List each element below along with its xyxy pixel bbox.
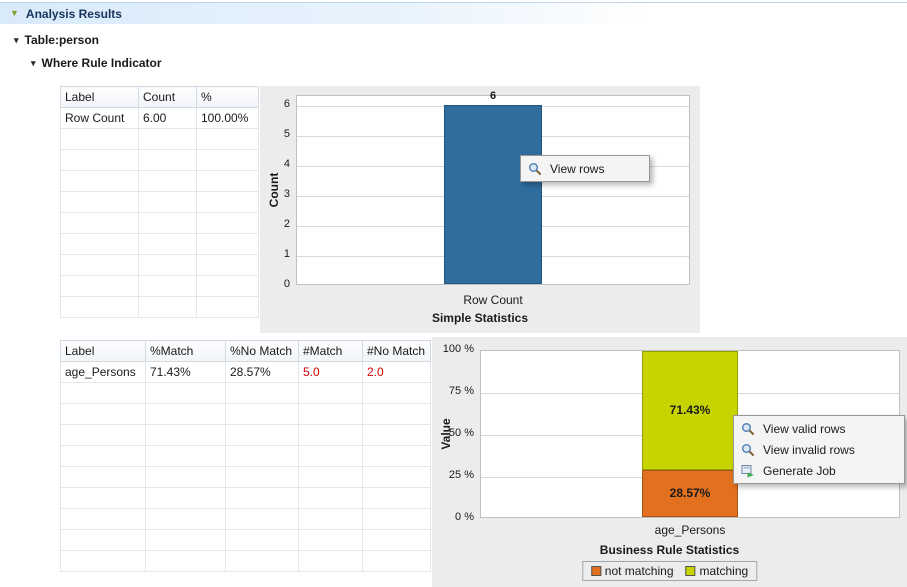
cell-count: 6.00 xyxy=(138,107,197,129)
cell-nomatch-count: 2.0 xyxy=(362,361,431,383)
table-row-empty[interactable] xyxy=(60,445,431,467)
y-tick: 75 % xyxy=(448,385,474,397)
y-tick: 2 xyxy=(283,218,290,230)
segment-label: 28.57% xyxy=(669,486,711,501)
stacked-bar: 71.43% 28.57% xyxy=(642,351,738,517)
chart-legend: not matching matching xyxy=(581,561,758,581)
menu-item-generate-job[interactable]: Generate Job xyxy=(736,460,902,481)
table-row-empty[interactable] xyxy=(60,149,259,171)
column-header-nomatch-count[interactable]: #No Match xyxy=(362,340,431,362)
y-tick: 6 xyxy=(283,98,290,110)
table-row-empty[interactable] xyxy=(60,128,259,150)
legend-label: not matching xyxy=(604,564,674,578)
simple-stats-table: Label Count % Row Count 6.00 100.00% xyxy=(60,86,259,318)
table-row-empty[interactable] xyxy=(60,382,431,404)
plot-area: 6 xyxy=(296,90,690,285)
table-header-row: Label Count % xyxy=(60,86,259,108)
legend-label: matching xyxy=(699,564,749,578)
y-tick: 50 % xyxy=(448,427,474,439)
table-row-empty[interactable] xyxy=(60,296,259,318)
generate-job-icon xyxy=(741,464,754,477)
y-tick: 5 xyxy=(283,128,290,140)
context-menu-view-rows: View rows xyxy=(520,155,650,182)
cell-label: age_Persons xyxy=(60,361,146,383)
menu-item-view-rows[interactable]: View rows xyxy=(523,158,647,179)
table-row-empty[interactable] xyxy=(60,529,431,551)
x-tick-label: age_Persons xyxy=(654,523,726,537)
section-collapse-icon[interactable]: ▼ xyxy=(10,8,19,18)
segment-not-matching[interactable]: 28.57% xyxy=(642,469,738,517)
legend-swatch xyxy=(685,566,696,576)
x-tick-label: Row Count xyxy=(463,293,523,307)
y-tick: 4 xyxy=(283,158,290,170)
business-rule-table: Label %Match %No Match #Match #No Match … xyxy=(60,340,431,572)
table-row-empty[interactable] xyxy=(60,403,431,425)
cell-label: Row Count xyxy=(60,107,139,129)
magnifier-icon xyxy=(529,162,542,175)
page-title: Analysis Results xyxy=(25,6,122,21)
segment-matching[interactable]: 71.43% xyxy=(642,351,738,470)
y-tick: 0 xyxy=(283,278,290,290)
column-header-percent[interactable]: % xyxy=(196,86,259,108)
magnifier-icon xyxy=(742,422,755,435)
column-header-count[interactable]: Count xyxy=(138,86,197,108)
column-header-match-count[interactable]: #Match xyxy=(298,340,363,362)
tree-item-label: Table:person xyxy=(24,33,99,47)
cell-match-pct: 71.43% xyxy=(145,361,226,383)
chevron-down-icon[interactable]: ▾ xyxy=(31,57,36,68)
table-row-empty[interactable] xyxy=(60,424,431,446)
magnifier-icon xyxy=(742,443,755,456)
table-row-empty[interactable] xyxy=(60,508,431,530)
menu-item-view-invalid-rows[interactable]: View invalid rows xyxy=(736,439,902,460)
table-row[interactable]: age_Persons 71.43% 28.57% 5.0 2.0 xyxy=(60,361,431,383)
table-header-row: Label %Match %No Match #Match #No Match xyxy=(60,340,431,362)
column-header-nomatch-pct[interactable]: %No Match xyxy=(225,340,299,362)
column-header-match-pct[interactable]: %Match xyxy=(145,340,226,362)
simple-statistics-chart: Count 6 5 4 3 2 1 0 6 Row Count Simple S… xyxy=(260,86,700,333)
legend-item-matching: matching xyxy=(685,564,749,578)
chart-title: Business Rule Statistics xyxy=(599,543,740,557)
context-menu-business-rule: View valid rows View invalid rows Genera… xyxy=(733,415,905,484)
cell-match-count: 5.0 xyxy=(298,361,363,383)
cell-percent: 100.00% xyxy=(196,107,259,129)
menu-item-label: View invalid rows xyxy=(763,442,855,457)
chart-title: Simple Statistics xyxy=(431,311,529,325)
y-tick: 1 xyxy=(283,248,290,260)
table-row-empty[interactable] xyxy=(60,466,431,488)
plot-area: 71.43% 28.57% xyxy=(480,350,900,518)
cell-nomatch-pct: 28.57% xyxy=(225,361,299,383)
y-tick: 25 % xyxy=(448,469,474,481)
y-tick: 3 xyxy=(283,188,290,200)
column-header-label[interactable]: Label xyxy=(60,340,146,362)
tree-item-table-person[interactable]: ▾ Table:person xyxy=(14,33,99,47)
table-row-empty[interactable] xyxy=(60,212,259,234)
menu-item-label: Generate Job xyxy=(763,463,836,478)
column-header-label[interactable]: Label xyxy=(60,86,139,108)
legend-item-not-matching: not matching xyxy=(590,564,674,578)
count-bar[interactable] xyxy=(444,105,542,284)
bar-value-label: 6 xyxy=(489,90,497,103)
table-row-empty[interactable] xyxy=(60,550,431,572)
table-row-empty[interactable] xyxy=(60,254,259,276)
table-row[interactable]: Row Count 6.00 100.00% xyxy=(60,107,259,129)
menu-item-view-valid-rows[interactable]: View valid rows xyxy=(736,418,902,439)
tree-item-label: Where Rule Indicator xyxy=(41,56,162,70)
analysis-results-header: ▼ Analysis Results xyxy=(0,2,907,24)
table-row-empty[interactable] xyxy=(60,170,259,192)
table-row-empty[interactable] xyxy=(60,191,259,213)
table-row-empty[interactable] xyxy=(60,233,259,255)
tree-item-where-rule-indicator[interactable]: ▾ Where Rule Indicator xyxy=(31,56,162,70)
segment-label: 71.43% xyxy=(669,403,711,418)
chevron-down-icon[interactable]: ▾ xyxy=(14,34,19,45)
table-row-empty[interactable] xyxy=(60,275,259,297)
table-row-empty[interactable] xyxy=(60,487,431,509)
legend-swatch xyxy=(590,566,601,576)
y-tick: 0 % xyxy=(455,511,474,523)
y-tick: 100 % xyxy=(442,343,474,355)
menu-item-label: View rows xyxy=(550,161,605,176)
menu-item-label: View valid rows xyxy=(763,421,846,436)
